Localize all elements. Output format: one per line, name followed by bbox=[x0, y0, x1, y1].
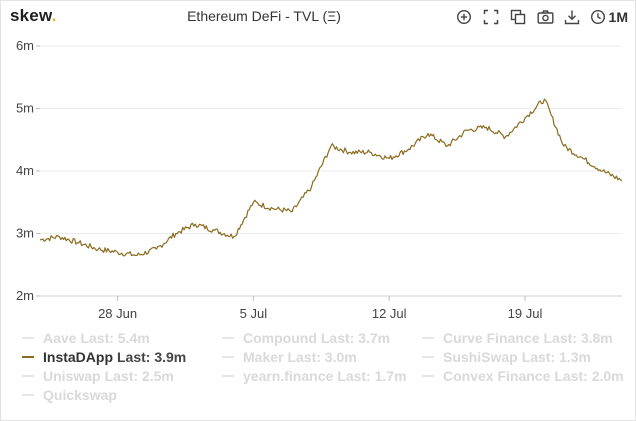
legend-item[interactable]: Quickswap bbox=[22, 387, 117, 403]
legend-name: Uniswap bbox=[43, 368, 101, 384]
legend-last-value: Last: 3.9m bbox=[117, 349, 187, 365]
skew-logo: skew. bbox=[10, 6, 57, 25]
legend-last-value: Last: 1.7m bbox=[337, 368, 407, 384]
legend-name: Compound bbox=[243, 330, 317, 346]
legend-swatch bbox=[422, 356, 434, 358]
legend-name: Convex Finance bbox=[443, 368, 551, 384]
legend-last-value: Last: 2.0m bbox=[554, 368, 624, 384]
legend-item[interactable]: Uniswap Last: 2.5m bbox=[22, 368, 174, 384]
legend-swatch bbox=[222, 375, 234, 377]
legend-name: InstaDApp bbox=[43, 349, 113, 365]
x-tick-label: 19 Jul bbox=[508, 306, 543, 321]
chart-plot: 2m 3m 4m 5m 6m 28 Jun 5 Jul 12 Jul 19 Jul bbox=[16, 38, 623, 321]
legend-last-value: Last: 3.8m bbox=[543, 330, 613, 346]
y-tick-label: 2m bbox=[16, 288, 34, 303]
range-label: 1M bbox=[608, 8, 628, 25]
legend-item[interactable]: Convex Finance Last: 2.0m bbox=[422, 368, 624, 384]
y-tick-label: 6m bbox=[16, 38, 34, 53]
legend-swatch bbox=[22, 394, 34, 396]
x-tick-label: 5 Jul bbox=[240, 306, 268, 321]
y-tick-label: 3m bbox=[16, 226, 34, 241]
legend-last-value: Last: 3.0m bbox=[287, 349, 357, 365]
chart-toolbar: 1M bbox=[455, 7, 628, 26]
y-tick-label: 5m bbox=[16, 101, 34, 116]
legend-name: yearn.finance bbox=[243, 368, 334, 384]
legend-name: Quickswap bbox=[43, 387, 117, 403]
legend-item[interactable]: SushiSwap Last: 1.3m bbox=[422, 349, 591, 365]
legend-item[interactable]: Curve Finance Last: 3.8m bbox=[422, 330, 613, 346]
legend-item[interactable]: yearn.finance Last: 1.7m bbox=[222, 368, 407, 384]
legend-item[interactable]: Aave Last: 5.4m bbox=[22, 330, 150, 346]
legend-swatch bbox=[22, 356, 34, 358]
legend-swatch bbox=[422, 375, 434, 377]
zoom-in-icon[interactable] bbox=[455, 7, 474, 26]
legend-last-value: Last: 2.5m bbox=[104, 368, 174, 384]
series-line-instadapp bbox=[39, 98, 623, 257]
legend-last-value: Last: 1.3m bbox=[521, 349, 591, 365]
chart-title: Ethereum DeFi - TVL (Ξ) bbox=[187, 8, 341, 24]
legend-last-value: Last: 3.7m bbox=[320, 330, 391, 346]
legend-name: Curve Finance bbox=[443, 330, 540, 346]
x-tick-label: 28 Jun bbox=[98, 306, 137, 321]
fullscreen-icon[interactable] bbox=[482, 7, 501, 26]
y-tick-label: 4m bbox=[16, 163, 34, 178]
legend-name: Aave bbox=[43, 330, 77, 346]
download-icon[interactable] bbox=[563, 7, 582, 26]
x-tick-label: 12 Jul bbox=[372, 306, 407, 321]
legend-swatch bbox=[22, 375, 34, 377]
legend-item[interactable]: Compound Last: 3.7m bbox=[222, 330, 390, 346]
legend-swatch bbox=[22, 337, 34, 339]
clock-icon bbox=[590, 9, 605, 24]
legend-name: SushiSwap bbox=[443, 349, 518, 365]
legend-swatch bbox=[222, 356, 234, 358]
copy-icon[interactable] bbox=[509, 7, 528, 26]
legend-item[interactable]: Maker Last: 3.0m bbox=[222, 349, 357, 365]
chart-header: skew. Ethereum DeFi - TVL (Ξ) 1M bbox=[0, 0, 636, 34]
legend-name: Maker bbox=[243, 349, 284, 365]
camera-icon[interactable] bbox=[536, 7, 555, 26]
legend-item[interactable]: InstaDApp Last: 3.9m bbox=[22, 349, 186, 365]
legend-swatch bbox=[222, 337, 234, 339]
legend-swatch bbox=[422, 337, 434, 339]
legend-last-value: Last: 5.4m bbox=[80, 330, 150, 346]
range-selector[interactable]: 1M bbox=[590, 9, 628, 25]
